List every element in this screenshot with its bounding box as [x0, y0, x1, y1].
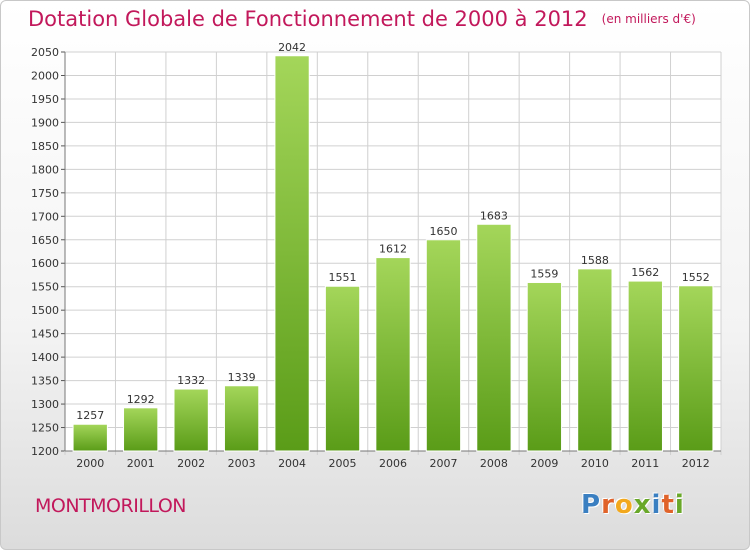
y-tick-label: 1550: [31, 281, 59, 294]
bar-2002: [173, 388, 209, 452]
logo-letter: P: [581, 490, 602, 520]
value-label-2010: 1588: [581, 254, 609, 267]
proxiti-logo[interactable]: Proxiti: [581, 490, 685, 520]
x-tick-label-2004: 2004: [278, 457, 306, 470]
chart-title: Dotation Globale de Fonctionnement de 20…: [28, 7, 696, 31]
y-tick-label: 1300: [31, 398, 59, 411]
y-tick-label: 1450: [31, 328, 59, 341]
y-tick-label: 1750: [31, 187, 59, 200]
bar-2012: [678, 285, 714, 452]
y-tick-label: 1850: [31, 140, 59, 153]
y-tick-label: 2000: [31, 69, 59, 82]
y-tick-label: 1250: [31, 422, 59, 435]
value-label-2006: 1612: [379, 243, 407, 256]
x-tick-label-2009: 2009: [530, 457, 558, 470]
value-label-2001: 1292: [127, 393, 155, 406]
y-tick-label: 1500: [31, 304, 59, 317]
value-label-2005: 1551: [329, 271, 357, 284]
y-tick-label: 1700: [31, 210, 59, 223]
logo-letter: o: [614, 490, 634, 520]
x-tick-label-2005: 2005: [329, 457, 357, 470]
bar-2003: [223, 385, 260, 452]
commune-name: MONTMORILLON: [35, 495, 186, 517]
logo-letter: x: [633, 490, 652, 520]
x-tick-label-2010: 2010: [581, 457, 609, 470]
bar-2001: [123, 407, 159, 452]
x-tick-label-2002: 2002: [177, 457, 205, 470]
chart-title-text: Dotation Globale de Fonctionnement de 20…: [28, 7, 588, 31]
y-tick-label: 1900: [31, 116, 59, 129]
value-label-2012: 1552: [682, 271, 710, 284]
value-label-2007: 1650: [429, 225, 457, 238]
value-label-2003: 1339: [228, 371, 256, 384]
y-tick-label: 1350: [31, 375, 59, 388]
y-tick-label: 1800: [31, 163, 59, 176]
x-tick-label-2003: 2003: [228, 457, 256, 470]
x-tick-label-2012: 2012: [682, 457, 710, 470]
logo-letter: r: [601, 490, 615, 520]
bar-2009: [526, 281, 563, 452]
value-label-2009: 1559: [530, 267, 558, 280]
bars: [72, 55, 714, 452]
labels: 1200 1250 1300 1350 1400 1450 1500 1550 1600 1650…: [31, 41, 710, 470]
chart-unit: (en milliers d'€): [601, 12, 696, 26]
bar-2000: [72, 423, 108, 452]
value-label-2008: 1683: [480, 209, 508, 222]
value-label-2011: 1562: [631, 266, 659, 279]
x-tick-label-2006: 2006: [379, 457, 407, 470]
value-label-2002: 1332: [177, 374, 205, 387]
y-tick-label: 1650: [31, 234, 59, 247]
y-tick-label: 1950: [31, 93, 59, 106]
bar-2008: [476, 223, 512, 452]
x-tick-label-2011: 2011: [631, 457, 659, 470]
y-tick-label: 2050: [31, 46, 59, 59]
bar-2005: [324, 285, 361, 452]
x-tick-label-2001: 2001: [127, 457, 155, 470]
y-tick-label: 1600: [31, 257, 59, 270]
y-tick-label: 1400: [31, 351, 59, 364]
x-tick-label-2007: 2007: [429, 457, 457, 470]
value-label-2004: 2042: [278, 41, 306, 54]
logo-letter: i: [651, 490, 662, 520]
logo-letter: i: [674, 490, 685, 520]
y-tick-label: 1200: [31, 445, 59, 458]
bar-2007: [425, 239, 462, 452]
bar-2006: [375, 257, 411, 452]
x-tick-label-2008: 2008: [480, 457, 508, 470]
bar-2010: [577, 268, 613, 452]
x-tick-label-2000: 2000: [76, 457, 104, 470]
logo-letter: t: [661, 490, 675, 520]
bar-2011: [627, 280, 663, 452]
bar-2004: [274, 55, 310, 452]
value-label-2000: 1257: [76, 409, 104, 422]
